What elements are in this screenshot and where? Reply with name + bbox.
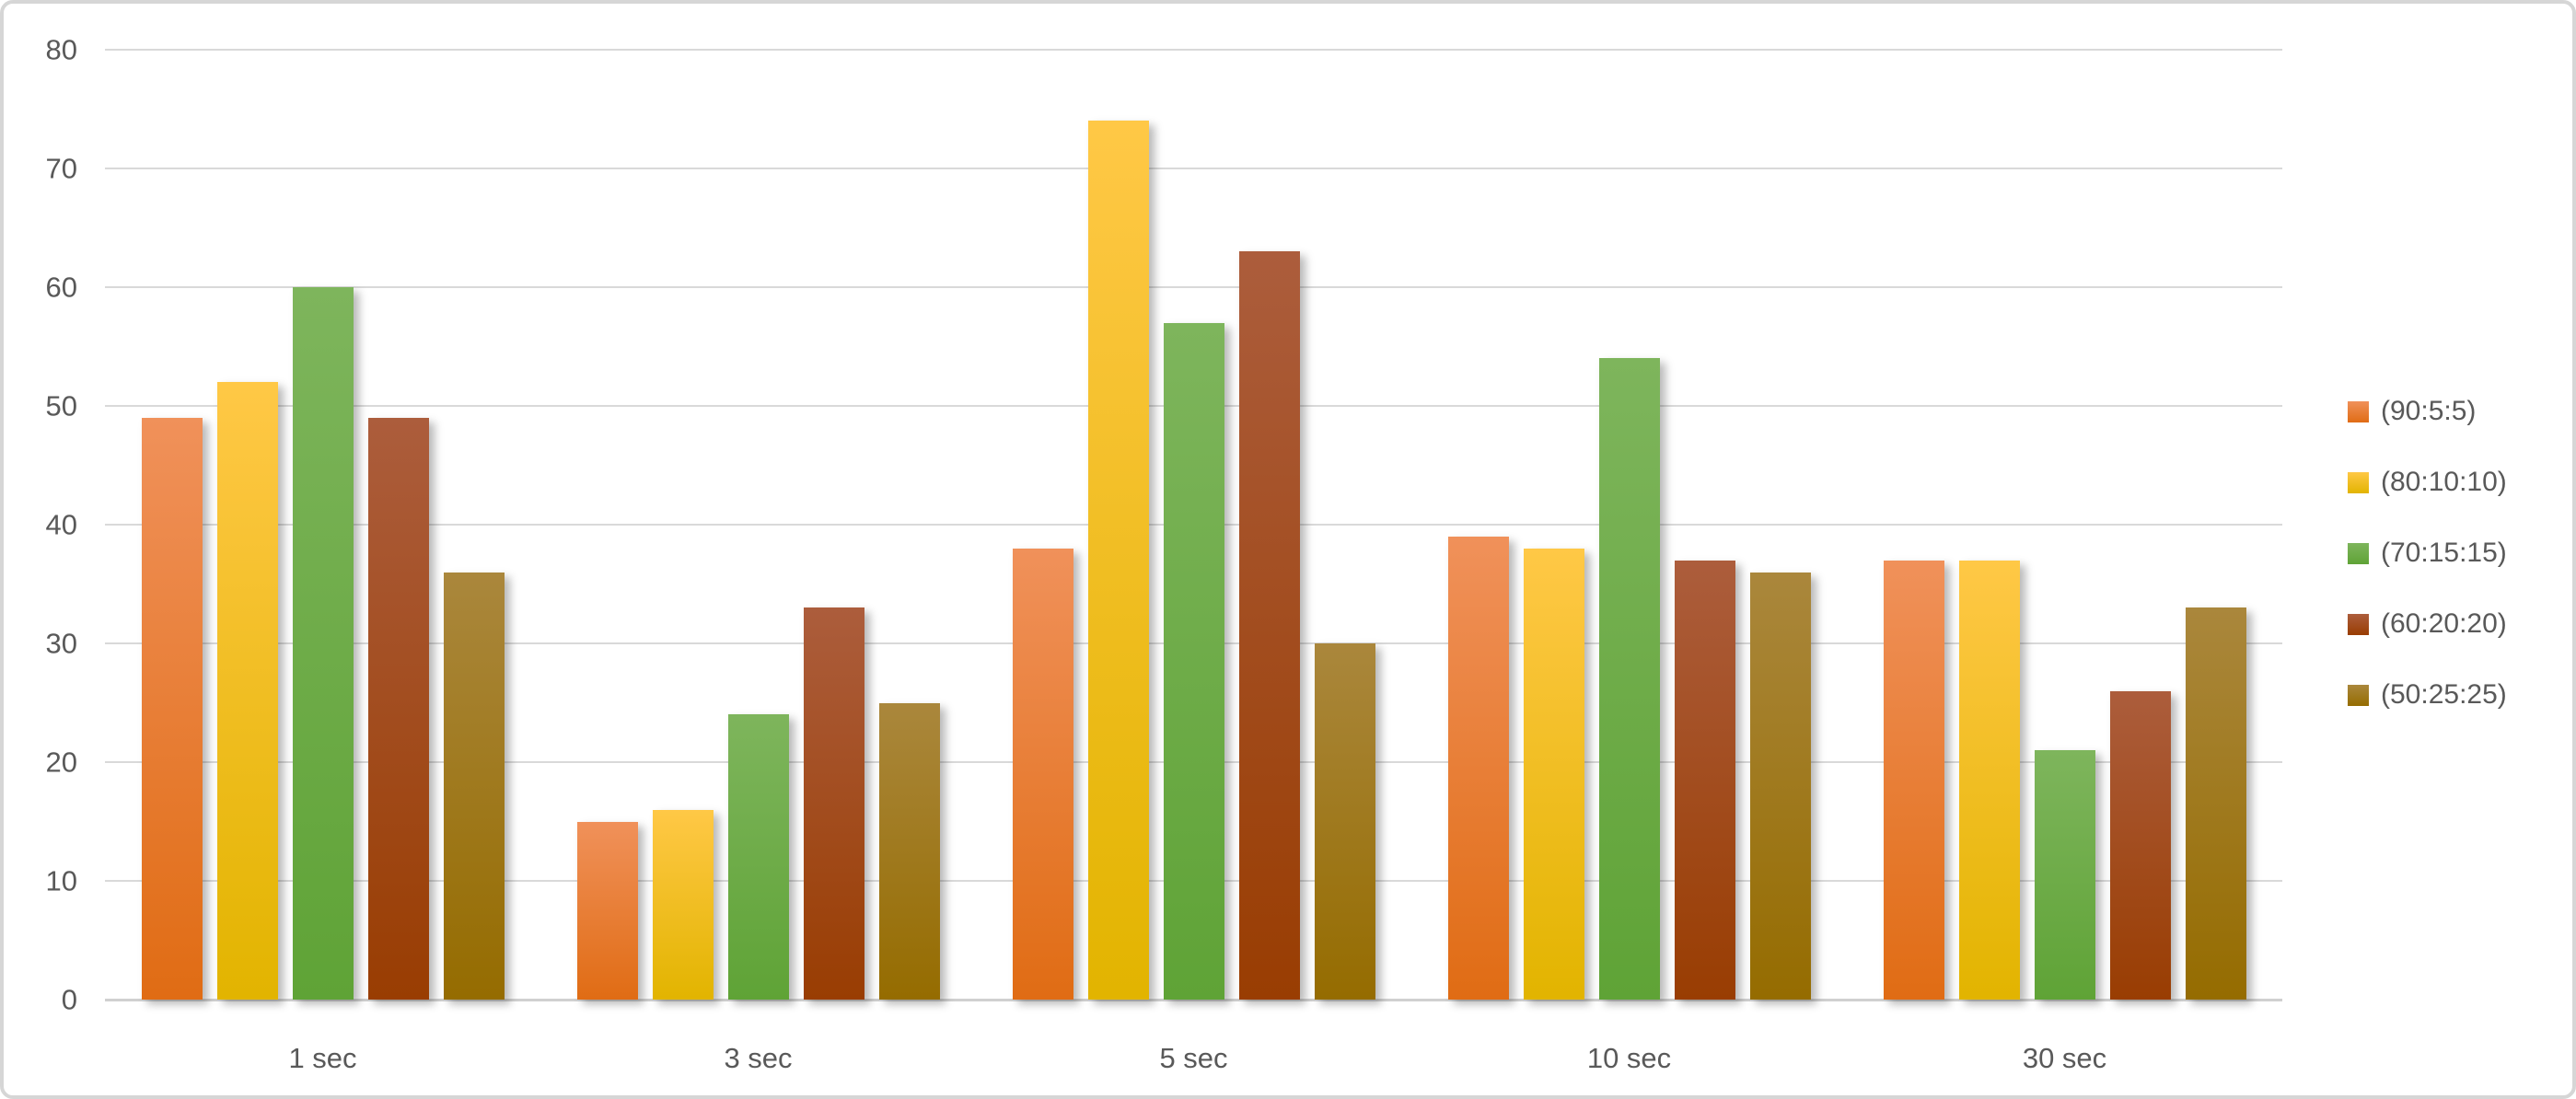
bar-(80:10:10)-5 sec[interactable] <box>1087 121 1149 1000</box>
bar-(70:15:15)-1 sec[interactable] <box>292 287 354 1000</box>
legend-item-(80:10:10)[interactable]: (80:10:10) <box>2348 469 2507 496</box>
x-axis-category-label: 10 sec <box>1586 1042 1672 1074</box>
gridline <box>105 168 2282 169</box>
bar-(60:20:20)-10 sec[interactable] <box>1674 560 1735 1000</box>
bar-(50:25:25)-30 sec[interactable] <box>2185 607 2246 1000</box>
legend-label: (50:25:25) <box>2381 679 2507 710</box>
x-axis-category-label: 5 sec <box>1159 1042 1228 1074</box>
bar-(70:15:15)-5 sec[interactable] <box>1163 322 1224 1000</box>
legend-label: (60:20:20) <box>2381 608 2507 639</box>
bar-(80:10:10)-10 sec[interactable] <box>1523 548 1584 1000</box>
gridline <box>105 49 2282 51</box>
bar-(80:10:10)-1 sec[interactable] <box>216 382 278 1000</box>
y-axis-tick-label: 80 <box>45 33 77 66</box>
bar-(90:5:5)-10 sec[interactable] <box>1447 536 1509 1000</box>
x-axis-category-label: 30 sec <box>2022 1042 2107 1074</box>
y-axis-tick-label: 40 <box>45 508 77 541</box>
bar-(90:5:5)-5 sec[interactable] <box>1012 548 1073 1000</box>
bar-(90:5:5)-3 sec[interactable] <box>576 821 638 1000</box>
x-axis-category-label: 1 sec <box>288 1042 357 1074</box>
legend-swatch-icon <box>2348 613 2369 635</box>
bar-(50:25:25)-10 sec[interactable] <box>1749 572 1811 1000</box>
bar-(50:25:25)-1 sec[interactable] <box>443 572 505 1000</box>
x-axis-line <box>105 999 2282 1001</box>
bar-(80:10:10)-3 sec[interactable] <box>652 809 714 1000</box>
bar-(70:15:15)-10 sec[interactable] <box>1598 358 1660 1000</box>
legend-label: (80:10:10) <box>2381 467 2507 497</box>
bar-(50:25:25)-5 sec[interactable] <box>1314 643 1375 1000</box>
legend-item-(60:20:20)[interactable]: (60:20:20) <box>2348 610 2507 638</box>
legend-item-(90:5:5)[interactable]: (90:5:5) <box>2348 398 2476 425</box>
bar-(50:25:25)-3 sec[interactable] <box>878 702 940 1000</box>
bar-(60:20:20)-1 sec[interactable] <box>367 417 429 1000</box>
legend-item-(50:25:25)[interactable]: (50:25:25) <box>2348 681 2507 709</box>
y-axis-tick-label: 20 <box>45 746 77 779</box>
legend-label: (90:5:5) <box>2381 396 2477 426</box>
legend-swatch-icon <box>2348 542 2369 564</box>
bar-(80:10:10)-30 sec[interactable] <box>1958 560 2020 1000</box>
legend-swatch-icon <box>2348 471 2369 493</box>
bar-(60:20:20)-3 sec[interactable] <box>803 607 864 1000</box>
legend-item-(70:15:15)[interactable]: (70:15:15) <box>2348 539 2507 567</box>
y-axis-tick-label: 50 <box>45 389 77 422</box>
legend-label: (70:15:15) <box>2381 538 2507 568</box>
y-axis-tick-label: 0 <box>61 983 77 1016</box>
y-axis-tick-label: 60 <box>45 271 77 304</box>
bar-(70:15:15)-30 sec[interactable] <box>2034 750 2095 1000</box>
bar-(90:5:5)-1 sec[interactable] <box>141 417 203 1000</box>
y-axis-tick-label: 70 <box>45 152 77 185</box>
legend-swatch-icon <box>2348 684 2369 706</box>
gridline <box>105 286 2282 288</box>
y-axis-tick-label: 10 <box>45 864 77 897</box>
y-axis-tick-label: 30 <box>45 627 77 660</box>
x-axis-category-label: 3 sec <box>724 1042 793 1074</box>
bar-(60:20:20)-30 sec[interactable] <box>2109 690 2171 1000</box>
bar-(70:15:15)-3 sec[interactable] <box>727 714 789 1000</box>
legend-swatch-icon <box>2348 400 2369 422</box>
bar-(60:20:20)-5 sec[interactable] <box>1238 251 1300 1000</box>
bar-(90:5:5)-30 sec[interactable] <box>1883 560 1944 1000</box>
